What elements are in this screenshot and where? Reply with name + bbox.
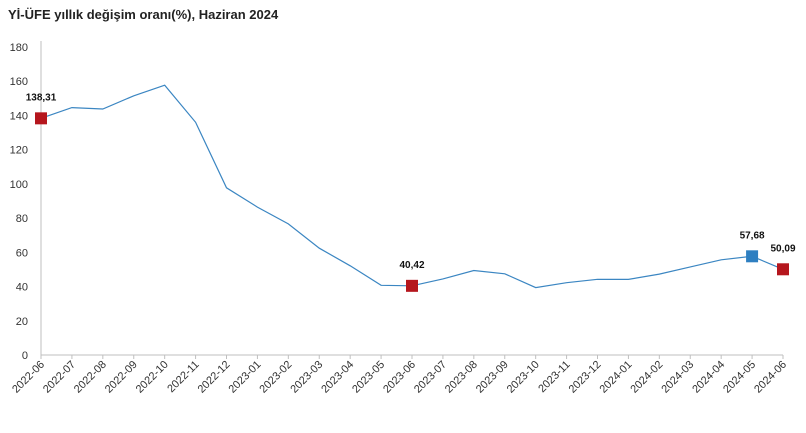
data-label: 40,42 (399, 260, 424, 271)
x-tick-label: 2023-11 (536, 359, 572, 395)
x-tick-label: 2024-01 (598, 359, 635, 396)
y-tick-label: 80 (16, 213, 28, 225)
y-tick-label: 60 (16, 247, 28, 259)
y-tick-label: 120 (10, 145, 28, 157)
x-tick-label: 2022-12 (196, 359, 233, 396)
x-tick-label: 2023-02 (257, 359, 294, 396)
x-tick-label: 2023-10 (505, 359, 542, 396)
y-tick-label: 20 (16, 316, 28, 328)
y-tick-label: 40 (16, 282, 28, 294)
x-tick-label: 2022-11 (165, 359, 201, 395)
x-tick-label: 2024-06 (752, 359, 789, 396)
x-tick-label: 2023-09 (474, 359, 511, 396)
data-point-marker (406, 279, 418, 292)
x-tick-label: 2023-03 (288, 359, 325, 396)
series-line (40, 84, 784, 289)
y-tick-label: 180 (10, 42, 28, 54)
x-tick-label: 2024-04 (690, 359, 727, 396)
x-tick-label: 2024-03 (659, 359, 696, 396)
x-tick-label: 2022-07 (41, 359, 78, 396)
x-tick-label: 2022-10 (134, 359, 171, 396)
x-tick-label: 2022-06 (10, 359, 47, 396)
x-tick-label: 2022-08 (72, 359, 109, 396)
y-tick-label: 100 (10, 179, 28, 191)
x-tick-label: 2023-01 (227, 359, 264, 396)
data-label: 57,68 (740, 230, 765, 241)
x-tick-label: 2023-04 (319, 359, 356, 396)
x-tick-label: 2023-05 (350, 359, 387, 396)
y-tick-label: 160 (10, 76, 28, 88)
chart-title: Yİ-ÜFE yıllık değişim oranı(%), Haziran … (8, 7, 279, 22)
data-point-marker (777, 263, 789, 276)
x-tick-label: 2023-12 (567, 359, 604, 396)
x-tick-label: 2023-07 (412, 359, 449, 396)
x-tick-label: 2024-05 (721, 359, 758, 396)
data-point-marker (746, 250, 759, 263)
x-tick-label: 2024-02 (628, 359, 665, 396)
x-tick-label: 2023-06 (381, 359, 418, 396)
data-point-marker (35, 112, 47, 125)
data-label: 50,09 (770, 243, 795, 254)
y-tick-label: 0 (22, 350, 28, 362)
x-tick-label: 2023-08 (443, 359, 480, 396)
x-tick-label: 2022-09 (103, 359, 140, 396)
data-label: 138,31 (26, 92, 57, 103)
y-tick-label: 140 (10, 110, 28, 122)
